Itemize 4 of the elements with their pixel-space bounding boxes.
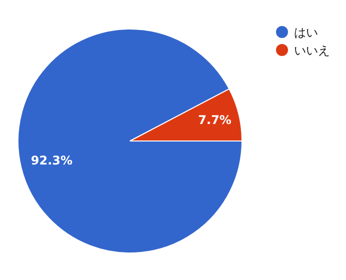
legend-label: いいえ [294,44,330,58]
legend-label: はい [294,26,318,40]
data-label: 92.3% [30,153,73,168]
data-label: 7.7% [198,113,232,128]
